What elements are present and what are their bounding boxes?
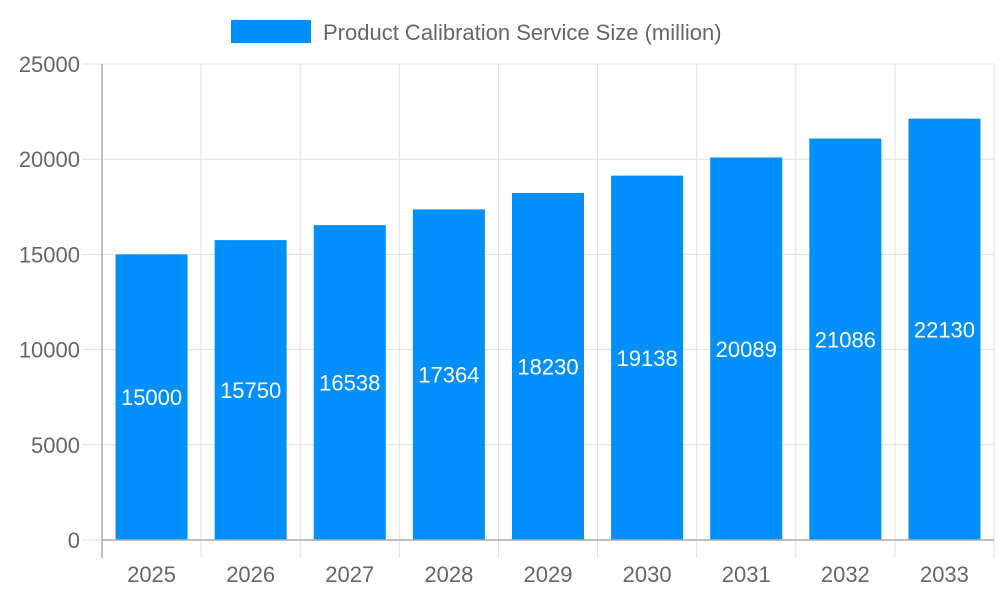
y-tick-label: 10000 <box>19 338 80 363</box>
y-tick-label: 25000 <box>19 52 80 77</box>
x-tick-label: 2025 <box>127 562 176 587</box>
bar-value-label: 19138 <box>617 346 678 371</box>
y-tick-label: 5000 <box>31 433 80 458</box>
axes: 0 5000 10000 15000 20000 25000 2025 2026 2027 202… <box>19 52 994 587</box>
bar <box>809 138 882 540</box>
x-tick-label: 2026 <box>226 562 275 587</box>
legend-label: Product Calibration Service Size (millio… <box>323 20 722 45</box>
bar-value-label: 20089 <box>716 337 777 362</box>
bar-value-label: 21086 <box>815 327 876 352</box>
bar <box>115 254 188 540</box>
bar-value-label: 15000 <box>121 385 182 410</box>
x-tick-label: 2032 <box>821 562 870 587</box>
bar <box>611 175 684 540</box>
x-tick-label: 2031 <box>722 562 771 587</box>
bar-value-label: 22130 <box>914 317 975 342</box>
bar <box>512 192 584 540</box>
grid <box>82 63 995 558</box>
bar <box>313 225 386 540</box>
data-labels: 15000 15750 16538 17364 18230 19138 20089 21086… <box>121 317 975 410</box>
bars <box>115 118 981 541</box>
x-tick-label: 2028 <box>424 562 473 587</box>
bar-value-label: 18230 <box>517 354 578 379</box>
bar <box>412 209 485 540</box>
x-tick-label: 2033 <box>920 562 969 587</box>
y-tick-label: 20000 <box>19 147 80 172</box>
bar <box>908 118 981 540</box>
y-tick-label: 0 <box>68 528 80 553</box>
bar <box>710 157 783 541</box>
x-tick-label: 2029 <box>524 562 573 587</box>
x-tick-label: 2027 <box>325 562 374 587</box>
x-tick-label: 2030 <box>623 562 672 587</box>
y-tick-label: 15000 <box>19 242 80 267</box>
bar <box>214 240 287 540</box>
legend[interactable]: Product Calibration Service Size (millio… <box>231 20 722 45</box>
bar-value-label: 17364 <box>418 363 479 388</box>
legend-swatch <box>231 20 311 43</box>
bar-value-label: 15750 <box>220 378 281 403</box>
bar-value-label: 16538 <box>319 371 380 396</box>
